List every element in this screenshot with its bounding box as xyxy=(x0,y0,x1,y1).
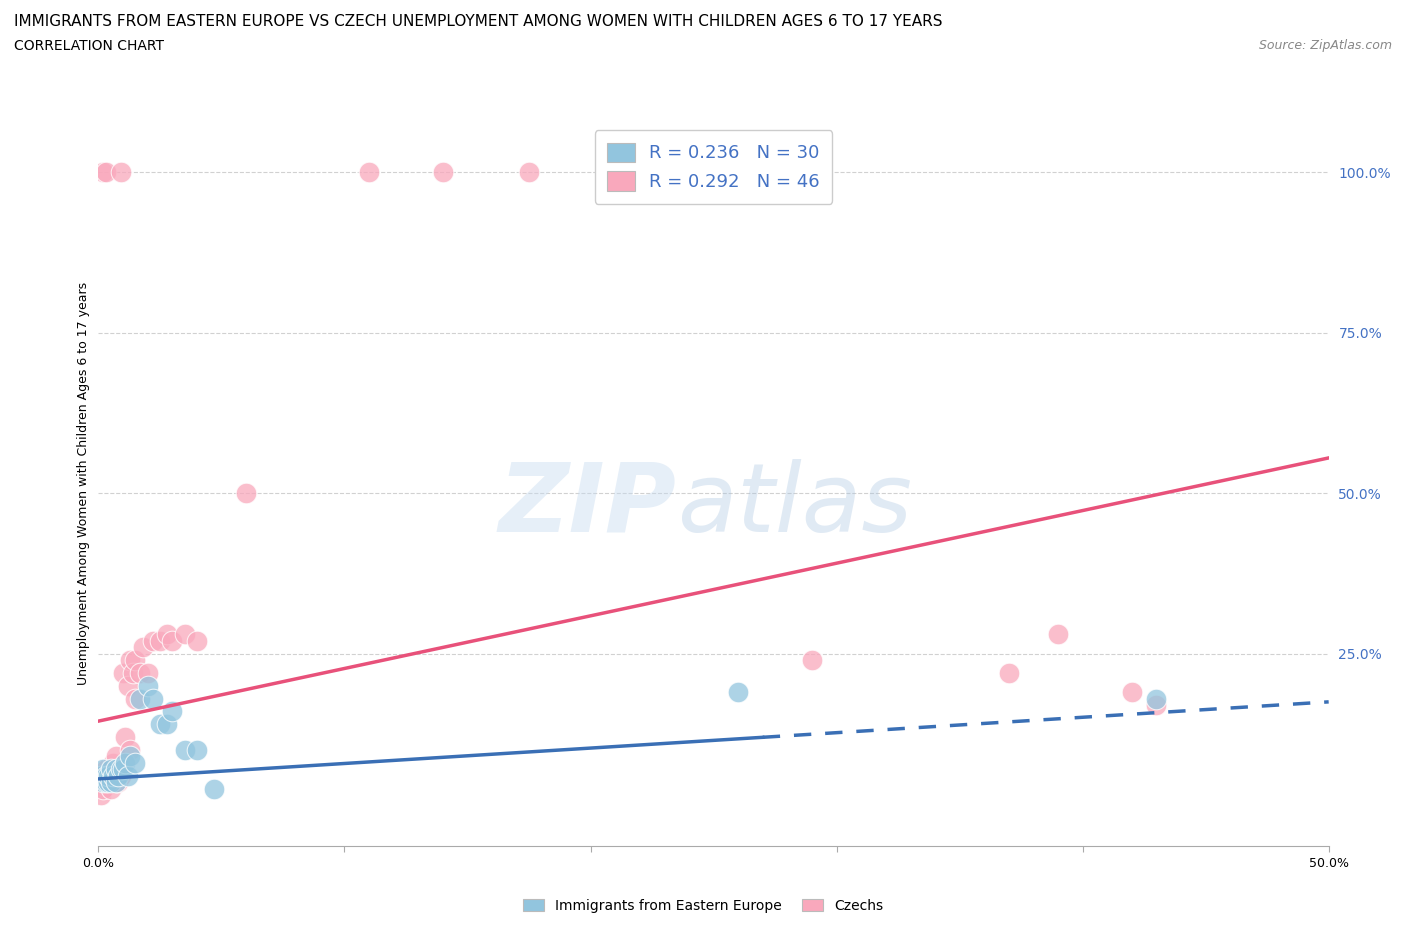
Text: atlas: atlas xyxy=(676,458,911,551)
Point xyxy=(94,775,117,790)
Point xyxy=(110,768,132,783)
Point xyxy=(90,788,112,803)
Point xyxy=(186,633,208,648)
Point xyxy=(100,775,122,790)
Text: ZIP: ZIP xyxy=(499,458,676,551)
Point xyxy=(136,666,159,681)
Point xyxy=(1046,627,1070,642)
Point xyxy=(129,666,152,681)
Point xyxy=(432,165,454,179)
Point xyxy=(112,762,135,777)
Point xyxy=(124,691,146,706)
Point xyxy=(100,762,122,777)
Point xyxy=(103,755,125,770)
Point xyxy=(120,653,142,668)
Point xyxy=(129,691,152,706)
Point xyxy=(117,768,139,783)
Point xyxy=(112,666,135,681)
Point xyxy=(173,742,195,757)
Point xyxy=(97,775,120,790)
Point xyxy=(103,768,125,783)
Point xyxy=(117,678,139,693)
Point xyxy=(801,653,824,668)
Point xyxy=(162,633,183,648)
Point xyxy=(94,762,117,777)
Point xyxy=(156,717,179,732)
Legend: R = 0.236   N = 30, R = 0.292   N = 46: R = 0.236 N = 30, R = 0.292 N = 46 xyxy=(595,130,832,204)
Point xyxy=(107,768,129,783)
Point xyxy=(107,775,129,790)
Point xyxy=(97,768,120,783)
Point xyxy=(1121,684,1143,699)
Point xyxy=(93,781,115,796)
Point xyxy=(149,717,172,732)
Y-axis label: Unemployment Among Women with Children Ages 6 to 17 years: Unemployment Among Women with Children A… xyxy=(77,282,90,685)
Point xyxy=(110,762,132,777)
Point xyxy=(120,742,142,757)
Point xyxy=(1144,698,1167,712)
Point xyxy=(202,781,225,796)
Point xyxy=(149,633,172,648)
Point xyxy=(359,165,381,179)
Point xyxy=(517,165,540,179)
Point xyxy=(727,684,749,699)
Point xyxy=(104,762,127,777)
Point xyxy=(100,781,122,796)
Point xyxy=(90,768,112,783)
Point xyxy=(100,762,122,777)
Point xyxy=(186,742,208,757)
Point xyxy=(1144,691,1167,706)
Point xyxy=(97,768,120,783)
Point xyxy=(104,775,127,790)
Point xyxy=(162,704,183,719)
Point xyxy=(103,768,125,783)
Point xyxy=(142,691,165,706)
Point xyxy=(93,165,115,179)
Point xyxy=(93,775,115,790)
Point xyxy=(124,755,146,770)
Point xyxy=(97,775,120,790)
Point xyxy=(90,775,112,790)
Point xyxy=(122,666,145,681)
Point xyxy=(107,762,129,777)
Point xyxy=(94,768,117,783)
Point xyxy=(93,762,115,777)
Text: CORRELATION CHART: CORRELATION CHART xyxy=(14,39,165,53)
Point xyxy=(104,749,127,764)
Point xyxy=(93,768,115,783)
Text: Source: ZipAtlas.com: Source: ZipAtlas.com xyxy=(1258,39,1392,52)
Point xyxy=(114,755,136,770)
Point xyxy=(998,666,1021,681)
Point xyxy=(94,165,117,179)
Point xyxy=(173,627,195,642)
Point xyxy=(235,485,257,500)
Point xyxy=(142,633,165,648)
Text: IMMIGRANTS FROM EASTERN EUROPE VS CZECH UNEMPLOYMENT AMONG WOMEN WITH CHILDREN A: IMMIGRANTS FROM EASTERN EUROPE VS CZECH … xyxy=(14,14,942,29)
Point xyxy=(110,165,132,179)
Point xyxy=(124,653,146,668)
Point xyxy=(104,775,127,790)
Point xyxy=(136,678,159,693)
Point xyxy=(114,730,136,745)
Legend: Immigrants from Eastern Europe, Czechs: Immigrants from Eastern Europe, Czechs xyxy=(517,894,889,919)
Point xyxy=(132,640,155,655)
Point xyxy=(94,775,117,790)
Point xyxy=(120,749,142,764)
Point xyxy=(156,627,179,642)
